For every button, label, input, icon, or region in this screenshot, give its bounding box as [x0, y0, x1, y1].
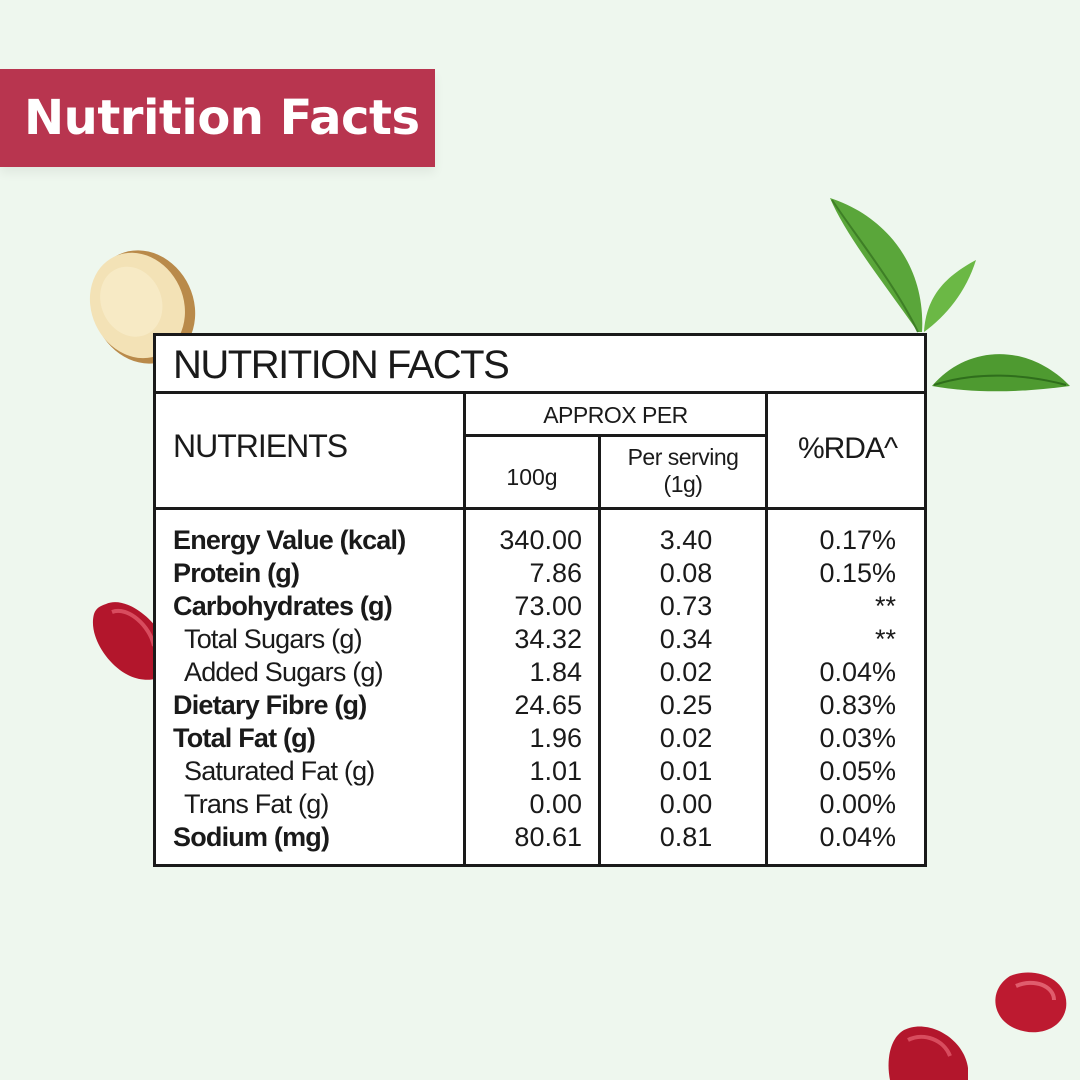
nutrient-name: Carbohydrates (g): [173, 591, 393, 621]
rda-value: 0.83%: [819, 690, 896, 720]
nutrient-name: Saturated Fat (g): [184, 756, 375, 786]
rda-value: **: [874, 624, 896, 654]
nutrient-name: Dietary Fibre (g): [173, 690, 367, 720]
header-divider: [463, 434, 768, 437]
per-100g-value: 34.32: [514, 624, 582, 654]
table-row: Carbohydrates (g) 73.00 0.73 **: [156, 590, 924, 623]
per-100g-value: 24.65: [514, 690, 582, 720]
per-serving-label: Per serving: [627, 444, 739, 470]
per-100g-value: 1.96: [529, 723, 582, 753]
table-row: Protein (g) 7.86 0.08 0.15%: [156, 557, 924, 590]
rda-value: 0.04%: [819, 822, 896, 852]
per-serving-value: 0.34: [659, 624, 713, 654]
nutrients-header: NUTRIENTS: [173, 428, 348, 464]
nutrient-name: Total Fat (g): [173, 723, 316, 753]
per-100g-value: 0.00: [529, 789, 582, 819]
pomegranate-seeds-image: [888, 972, 1067, 1080]
per-100g-value: 80.61: [514, 822, 582, 852]
column-divider: [598, 437, 601, 864]
per-serving-value: 0.01: [659, 756, 713, 786]
per-serving-value: 0.02: [659, 657, 713, 687]
table-row: Total Sugars (g) 34.32 0.34 **: [156, 623, 924, 656]
per-serving-header: Per serving (1g): [601, 444, 765, 498]
table-row: Total Fat (g) 1.96 0.02 0.03%: [156, 722, 924, 755]
rda-value: 0.05%: [819, 756, 896, 786]
nutrient-name: Sodium (mg): [173, 822, 330, 852]
nutrient-name: Energy Value (kcal): [173, 525, 406, 555]
rda-value: **: [874, 591, 896, 621]
per-serving-value: 0.00: [659, 789, 713, 819]
per-serving-value: 0.25: [659, 690, 713, 720]
tea-leaves-image: [830, 198, 1070, 392]
per-100g-value: 7.86: [529, 558, 582, 588]
column-divider: [463, 394, 466, 864]
per-serving-value: 0.08: [659, 558, 713, 588]
table-row: Added Sugars (g) 1.84 0.02 0.04%: [156, 656, 924, 689]
per-100g-value: 340.00: [499, 525, 582, 555]
ginger-slice-image: [89, 250, 196, 364]
approx-per-header: APPROX PER: [543, 402, 688, 428]
per-serving-value: 3.40: [659, 525, 713, 555]
table-row: Energy Value (kcal) 340.00 3.40 0.17%: [156, 524, 924, 557]
per-serving-value: 0.81: [659, 822, 713, 852]
rda-value: 0.15%: [819, 558, 896, 588]
header-divider: [156, 507, 924, 510]
nutrition-facts-banner: Nutrition Facts: [0, 69, 435, 167]
per-serving-value: 0.73: [659, 591, 713, 621]
table-row: Dietary Fibre (g) 24.65 0.25 0.83%: [156, 689, 924, 722]
nutrient-name: Trans Fat (g): [184, 789, 329, 819]
table-row: Saturated Fat (g) 1.01 0.01 0.05%: [156, 755, 924, 788]
per-100g-value: 73.00: [514, 591, 582, 621]
rda-value: 0.04%: [819, 657, 896, 687]
nutrient-name: Protein (g): [173, 558, 300, 588]
banner-title: Nutrition Facts: [24, 90, 420, 146]
per-100g-value: 1.01: [529, 756, 582, 786]
nutrition-table: NUTRITION FACTS NUTRIENTS APPROX PER 100…: [153, 333, 927, 867]
pomegranate-seed-image: [92, 602, 171, 680]
per-serving-value: 0.02: [659, 723, 713, 753]
per-100g-value: 1.84: [529, 657, 582, 687]
rda-header: %RDA^: [797, 432, 898, 465]
rda-value: 0.00%: [819, 789, 896, 819]
nutrient-name: Added Sugars (g): [184, 657, 384, 687]
nutrient-name: Total Sugars (g): [184, 624, 363, 654]
column-divider: [765, 394, 768, 864]
table-title: NUTRITION FACTS: [156, 336, 924, 394]
per-100g-header: 100g: [506, 464, 558, 490]
rda-value: 0.17%: [819, 525, 896, 555]
table-row: Sodium (mg) 80.61 0.81 0.04%: [156, 821, 924, 854]
table-row: Trans Fat (g) 0.00 0.00 0.00%: [156, 788, 924, 821]
rda-value: 0.03%: [819, 723, 896, 753]
serving-size-label: (1g): [663, 471, 703, 497]
